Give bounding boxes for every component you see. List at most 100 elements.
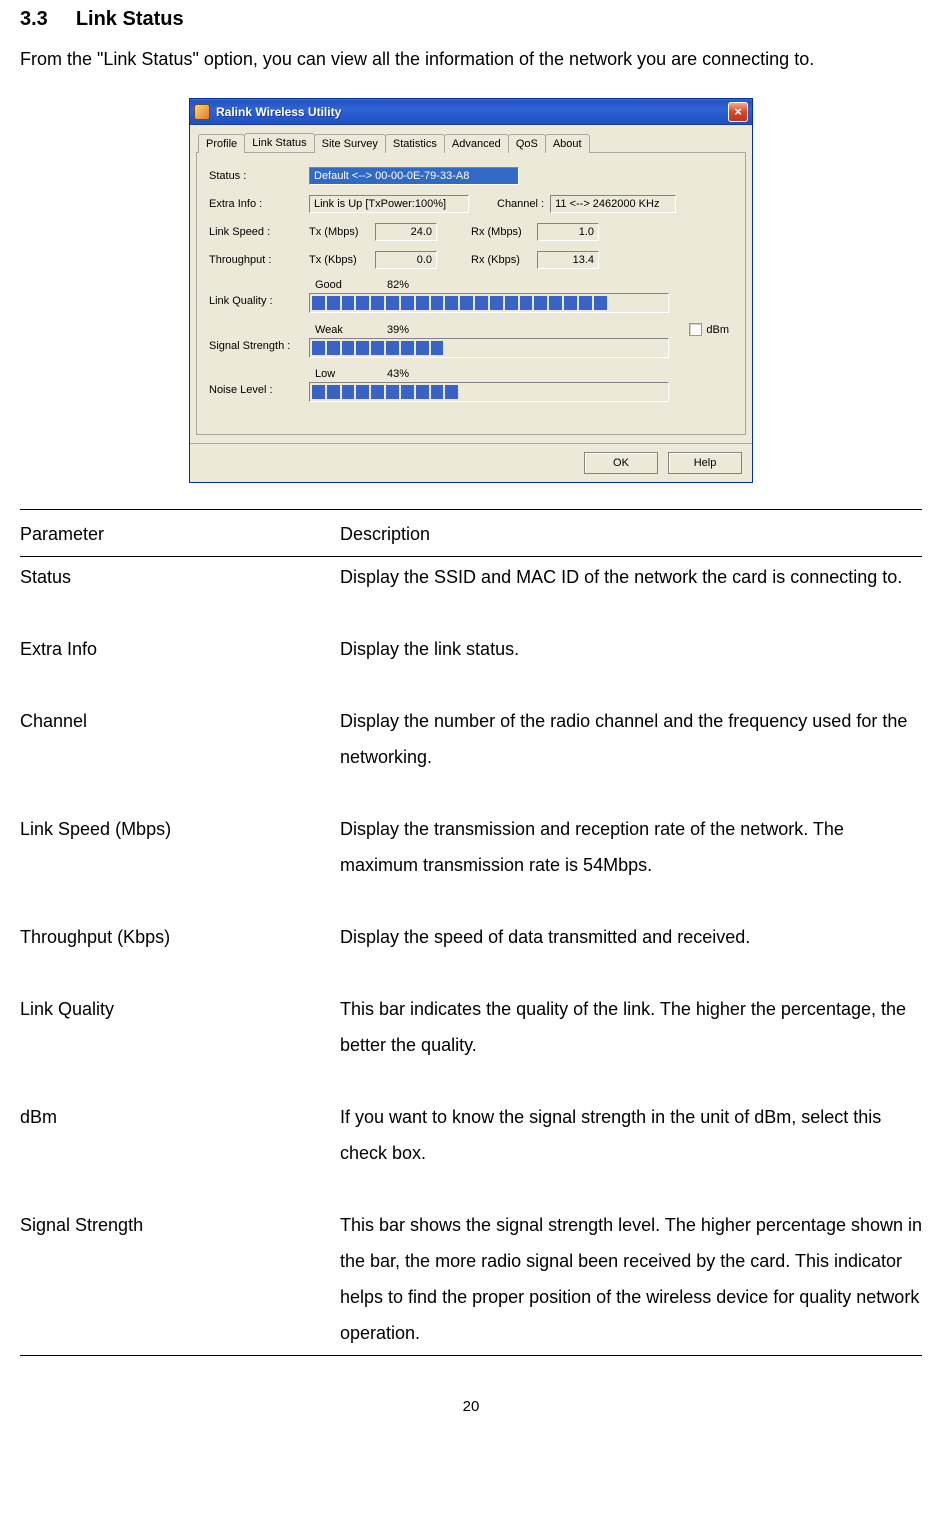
bar-segment [638,385,651,399]
tx-kbps-value: 0.0 [375,251,437,269]
tab-site-survey[interactable]: Site Survey [314,134,386,153]
bar-segment [490,385,503,399]
bar-segment [460,385,473,399]
bar-segment [638,296,651,310]
bar-segment [371,341,384,355]
param-cell: Channel [20,703,340,775]
tab-qos[interactable]: QoS [508,134,546,153]
dbm-label: dBm [706,324,729,336]
bar-segment [520,341,533,355]
bar-segment [312,296,325,310]
quality-pct: 82% [387,279,409,291]
table-row: Throughput (Kbps)Display the speed of da… [20,917,922,957]
dbm-checkbox[interactable] [689,323,702,336]
bar-segment [505,341,518,355]
rx-kbps-value: 13.4 [537,251,599,269]
bar-segment [386,296,399,310]
bar-segment [549,341,562,355]
quality-bar [309,293,669,313]
bar-segment [312,385,325,399]
window-title: Ralink Wireless Utility [216,105,728,119]
tab-link-status[interactable]: Link Status [244,133,314,152]
bar-segment [356,296,369,310]
close-icon[interactable]: × [728,102,748,122]
app-window: Ralink Wireless Utility × Profile Link S… [189,98,753,483]
app-icon [194,104,210,120]
section-heading: 3.3 Link Status [20,8,922,31]
quality-good-label: Good [315,279,363,291]
bar-segment [549,296,562,310]
bar-segment [475,341,488,355]
noise-label: Noise Level : [209,384,309,402]
param-cell: Throughput (Kbps) [20,919,340,955]
bar-segment [460,341,473,355]
bar-segment [386,341,399,355]
bar-segment [445,296,458,310]
tab-statistics[interactable]: Statistics [385,134,445,153]
bar-segment [416,341,429,355]
bar-segment [564,385,577,399]
signal-label: Signal Strength : [209,340,309,358]
param-cell: Status [20,559,340,595]
tab-about[interactable]: About [545,134,590,153]
section-title: Link Status [76,8,184,30]
bar-segment [401,296,414,310]
extra-label: Extra Info : [209,198,309,210]
bar-segment [505,385,518,399]
noise-bar [309,382,669,402]
intro-text: From the "Link Status" option, you can v… [20,49,922,70]
help-button[interactable]: Help [668,452,742,474]
signal-weak-label: Weak [315,324,363,336]
bar-segment [342,341,355,355]
section-number: 3.3 [20,8,48,30]
bar-segment [520,385,533,399]
ok-button[interactable]: OK [584,452,658,474]
tab-profile[interactable]: Profile [198,134,245,153]
throughput-label: Throughput : [209,254,309,266]
bar-segment [431,385,444,399]
tx-kbps-label: Tx (Kbps) [309,254,375,266]
table-row: StatusDisplay the SSID and MAC ID of the… [20,557,922,597]
bar-segment [327,385,340,399]
bar-segment [356,341,369,355]
bar-segment [534,385,547,399]
noise-low-label: Low [315,368,363,380]
tab-bar: Profile Link Status Site Survey Statisti… [196,133,746,153]
desc-cell: Display the SSID and MAC ID of the netwo… [340,559,922,595]
table-row: dBmIf you want to know the signal streng… [20,1097,922,1173]
bar-segment [445,341,458,355]
table-row: Link QualityThis bar indicates the quali… [20,989,922,1065]
desc-cell: Display the link status. [340,631,922,667]
param-cell: Extra Info [20,631,340,667]
param-cell: dBm [20,1099,340,1171]
bar-segment [623,341,636,355]
bar-segment [609,296,622,310]
table-row: Extra InfoDisplay the link status. [20,629,922,669]
param-cell: Link Speed (Mbps) [20,811,340,883]
tx-mbps-label: Tx (Mbps) [309,226,375,238]
page-number: 20 [20,1398,922,1415]
bar-segment [445,385,458,399]
rx-mbps-value: 1.0 [537,223,599,241]
tab-advanced[interactable]: Advanced [444,134,509,153]
titlebar: Ralink Wireless Utility × [190,99,752,125]
bar-segment [490,341,503,355]
bar-segment [386,385,399,399]
noise-pct: 43% [387,368,409,380]
bar-segment [594,385,607,399]
bar-segment [594,341,607,355]
bar-segment [579,341,592,355]
desc-cell: This bar indicates the quality of the li… [340,991,922,1063]
bar-segment [401,385,414,399]
bar-segment [623,296,636,310]
bar-segment [356,385,369,399]
channel-value: 11 <--> 2462000 KHz [550,195,676,213]
bar-segment [579,296,592,310]
bar-segment [475,296,488,310]
bar-segment [416,385,429,399]
description-table: Parameter Description StatusDisplay the … [20,509,922,1356]
bar-segment [638,341,651,355]
bar-segment [564,341,577,355]
table-row: ChannelDisplay the number of the radio c… [20,701,922,777]
bar-segment [534,341,547,355]
